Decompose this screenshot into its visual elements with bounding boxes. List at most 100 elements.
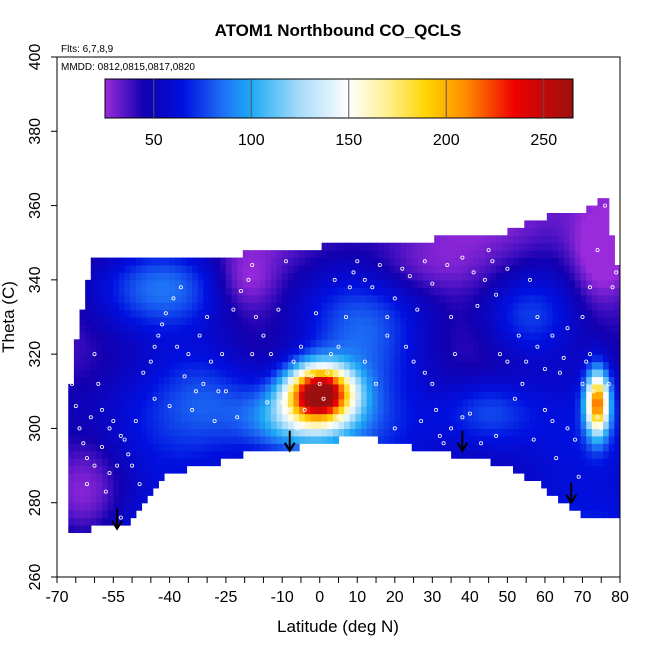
heatmap-cell <box>118 272 126 281</box>
heatmap-cell <box>603 376 610 385</box>
heatmap-cell <box>113 480 120 489</box>
heatmap-cell <box>394 346 402 355</box>
heatmap-cell <box>558 443 565 452</box>
heatmap-cell <box>332 324 340 333</box>
heatmap-cell <box>451 406 458 415</box>
heatmap-cell <box>118 413 126 422</box>
heatmap-cell <box>163 257 171 266</box>
sample-point <box>133 418 138 423</box>
sample-point <box>268 352 273 357</box>
heatmap-cell <box>141 376 148 385</box>
heatmap-cell <box>152 413 159 422</box>
heatmap-cell <box>214 413 221 422</box>
heatmap-cell <box>276 354 283 363</box>
heatmap-cell <box>569 428 576 437</box>
heatmap-cell <box>484 361 492 370</box>
heatmap-cell <box>422 309 430 318</box>
heatmap-cell <box>558 391 565 400</box>
heatmap-cell <box>102 354 109 363</box>
heatmap-cell <box>490 272 497 281</box>
heatmap-cell <box>214 302 221 311</box>
heatmap-cell <box>462 331 469 340</box>
heatmap-cell <box>597 354 604 363</box>
heatmap-cell <box>591 317 599 326</box>
heatmap-cell <box>180 383 188 392</box>
heatmap-cell <box>501 361 508 370</box>
heatmap-cell <box>186 331 193 340</box>
heatmap-cell <box>237 383 244 392</box>
heatmap-cell <box>304 339 311 348</box>
heatmap-cell <box>209 391 216 400</box>
heatmap-cell <box>344 391 351 400</box>
heatmap-cell <box>546 317 554 326</box>
heatmap-cell <box>220 339 227 348</box>
heatmap-cell <box>529 428 537 437</box>
heatmap-cell <box>355 250 362 259</box>
heatmap-cell <box>574 480 582 489</box>
heatmap-cell <box>209 428 216 437</box>
heatmap-cell <box>451 450 458 459</box>
heatmap-cell <box>484 250 492 259</box>
sample-point <box>77 426 82 431</box>
heatmap-cell <box>124 435 131 444</box>
heatmap-cell <box>569 473 576 482</box>
heatmap-cell <box>315 435 323 444</box>
heatmap-cell <box>135 465 143 474</box>
heatmap-cell <box>186 458 193 467</box>
heatmap-cell <box>175 376 182 385</box>
heatmap-cell <box>563 250 570 259</box>
heatmap-cell <box>574 487 582 496</box>
sample-point <box>494 433 499 438</box>
heatmap-cell <box>96 309 103 318</box>
heatmap-cell <box>518 391 525 400</box>
heatmap-cell <box>422 339 430 348</box>
heatmap-cell <box>400 413 407 422</box>
sample-point <box>580 314 585 319</box>
heatmap-cell <box>417 443 424 452</box>
heatmap-cell <box>270 279 278 288</box>
heatmap-cell <box>422 242 430 251</box>
heatmap-cell <box>428 346 435 355</box>
heatmap-cell <box>529 257 537 266</box>
sample-point <box>100 444 105 449</box>
heatmap-cell <box>513 443 520 452</box>
heatmap-cell <box>422 265 430 274</box>
heatmap-cell <box>344 294 351 303</box>
heatmap-cell <box>513 383 520 392</box>
heatmap-cell <box>338 279 345 288</box>
heatmap-cell <box>535 376 542 385</box>
heatmap-cell <box>197 369 204 378</box>
heatmap-cell <box>422 406 430 415</box>
heatmap-cell <box>563 294 570 303</box>
heatmap-cell <box>597 198 604 207</box>
heatmap-cell <box>445 272 452 281</box>
heatmap-cell <box>192 279 199 288</box>
heatmap-cell <box>327 346 334 355</box>
heatmap-cell <box>107 473 114 482</box>
heatmap-cell <box>456 287 463 296</box>
heatmap-cell <box>231 398 238 407</box>
heatmap-cell <box>276 324 283 333</box>
heatmap-cell <box>169 406 176 415</box>
heatmap-cell <box>180 354 188 363</box>
heatmap-cell <box>332 317 340 326</box>
heatmap-cell <box>287 398 295 407</box>
heatmap-cell <box>507 435 514 444</box>
heatmap-cell <box>591 413 599 422</box>
heatmap-cell <box>372 317 379 326</box>
heatmap-cell <box>608 502 615 511</box>
sample-point <box>148 359 153 364</box>
heatmap-cell <box>586 227 593 236</box>
heatmap-cell <box>574 227 582 236</box>
heatmap-cell <box>310 317 317 326</box>
heatmap-cell <box>535 458 542 467</box>
heatmap-cell <box>406 250 413 259</box>
heatmap-cell <box>513 428 520 437</box>
heatmap-cell <box>377 317 385 326</box>
heatmap-cell <box>496 257 503 266</box>
heatmap-cell <box>546 398 554 407</box>
heatmap-cell <box>96 272 103 281</box>
heatmap-cell <box>479 265 486 274</box>
heatmap-cell <box>130 354 137 363</box>
heatmap-cell <box>175 465 182 474</box>
